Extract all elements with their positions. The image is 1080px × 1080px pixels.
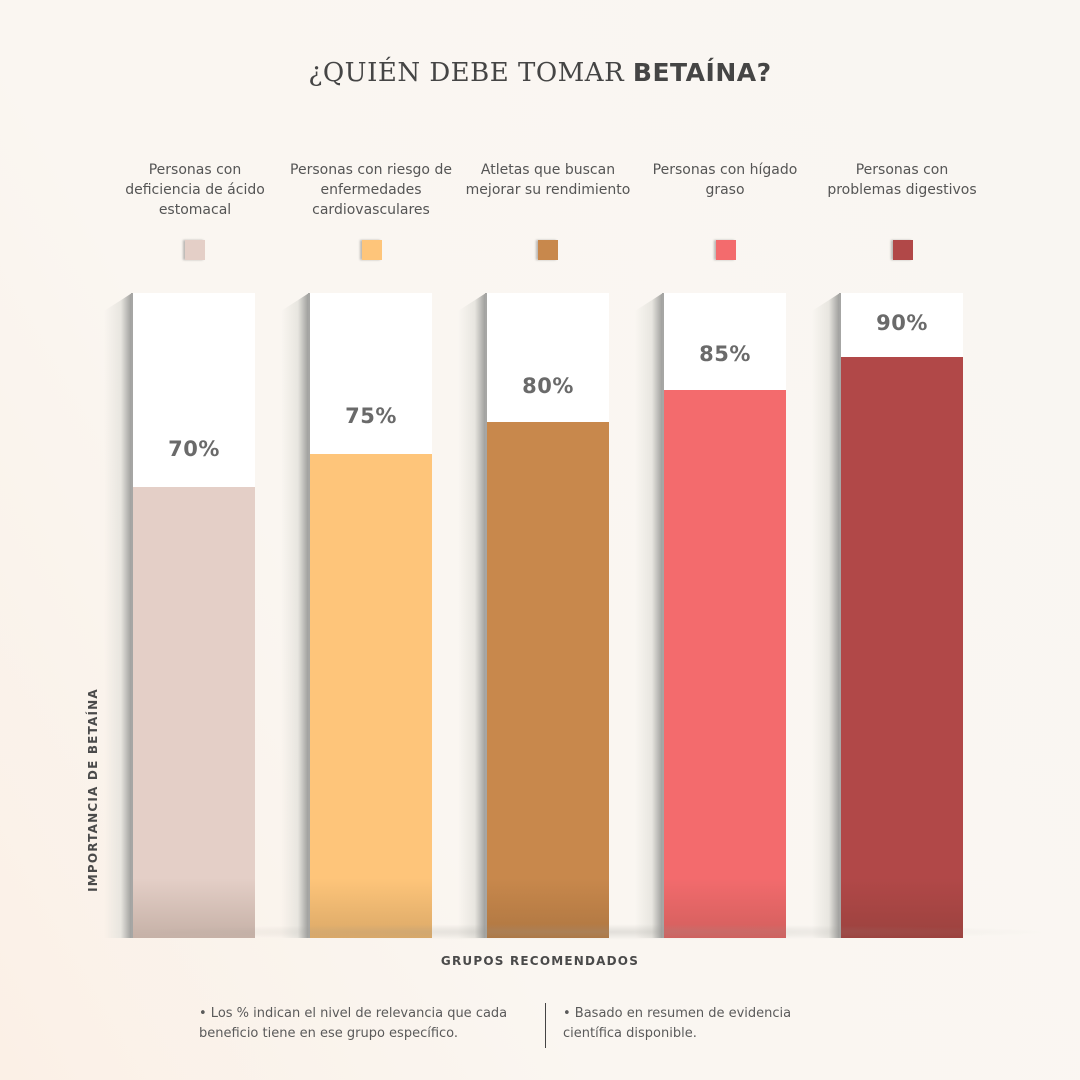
bar-edge [485, 293, 487, 938]
bar-shadow [635, 293, 663, 938]
legend-label: Atletas que buscan mejorar su rendimient… [465, 162, 631, 198]
legend-swatch [538, 240, 558, 260]
bar-edge [131, 293, 133, 938]
legend-swatch [362, 240, 382, 260]
bar-shadow [281, 293, 309, 938]
bar-value: 85% [699, 342, 751, 366]
bar-value: 90% [876, 311, 928, 335]
bar-fill [133, 487, 255, 938]
legend-swatch [893, 240, 913, 260]
bar-edge [308, 293, 310, 938]
bar-edge [662, 293, 664, 938]
bar-column: 80% [487, 293, 609, 938]
legend-swatch [716, 240, 736, 260]
bar-column: 75% [310, 293, 432, 938]
bar-fill [310, 454, 432, 938]
bar-column: 70% [133, 293, 255, 938]
bar-fill [664, 390, 786, 938]
legend-label: Personas con riesgo de enfermedades card… [290, 162, 452, 218]
y-axis-label: IMPORTANCIA DE BETAÍNA [86, 688, 100, 892]
chart-title: ¿QUIÉN DEBE TOMAR BETAÍNA? [308, 58, 772, 88]
bar-shadow [458, 293, 486, 938]
legend-label: Personas con problemas digestivos [827, 162, 977, 198]
bar-fill [841, 357, 963, 938]
bar-column: 85% [664, 293, 786, 938]
bar-value: 70% [168, 437, 220, 461]
x-axis-label: GRUPOS RECOMENDADOS [440, 954, 640, 968]
bar-column: 90% [841, 293, 963, 938]
footnote-source: • Basado en resumen de evidencia científ… [563, 1006, 792, 1041]
bar-shadow [812, 293, 840, 938]
legend-label: Personas con hígado graso [652, 162, 798, 198]
footnote-relevance: • Los % indican el nivel de relevancia q… [199, 1006, 508, 1041]
bar-value: 75% [345, 404, 397, 428]
bar-fill [487, 422, 609, 938]
bar-value: 80% [522, 374, 574, 398]
bar-edge [839, 293, 841, 938]
footnote-divider [545, 1003, 546, 1048]
legend-label: Personas con deficiencia de ácido estoma… [125, 162, 265, 218]
legend-swatch [185, 240, 205, 260]
bar-shadow [104, 293, 132, 938]
